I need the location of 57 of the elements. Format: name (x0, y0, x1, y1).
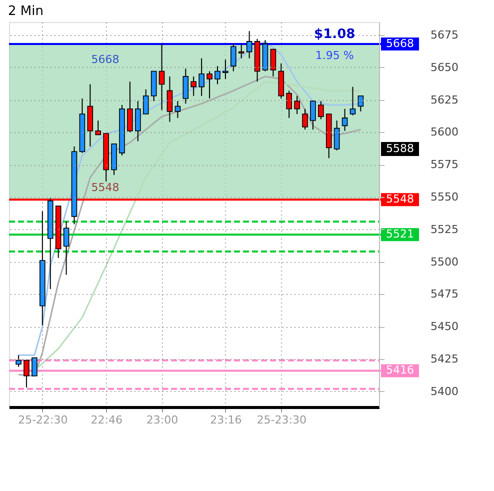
candlestick (294, 95, 300, 115)
annotation: 5668 (91, 53, 120, 66)
candlestick (318, 100, 324, 120)
annotation: $1.08 (314, 27, 356, 42)
ref-line-label: 5548 (386, 192, 414, 206)
candlestick (246, 30, 252, 59)
candlestick (334, 120, 340, 151)
y-tick-label: 5525 (430, 222, 458, 236)
candlestick (174, 100, 181, 118)
candlestick (302, 108, 308, 130)
candlestick (286, 90, 292, 118)
candlestick (358, 95, 364, 112)
x-tick-label: 23:16 (210, 414, 242, 426)
y-tick-label: 5600 (430, 126, 458, 139)
candlestick (198, 58, 204, 96)
candlestick (350, 86, 356, 116)
annotation: 1.95 % (315, 49, 354, 62)
text: 5588 (386, 142, 414, 156)
x-tick-label: 23:00 (146, 414, 178, 426)
candlestick (206, 70, 212, 99)
y-tick-label: 5425 (430, 352, 458, 366)
candlestick (214, 66, 220, 85)
y-tick-label: 5625 (430, 93, 458, 106)
x-tick-label: 22:46 (90, 414, 122, 426)
candlestick (32, 357, 38, 376)
candlestick (16, 354, 22, 368)
candlestick (222, 59, 228, 80)
candlestick (63, 221, 70, 276)
ref-line-label: 5416 (386, 364, 414, 377)
candlestick (182, 68, 189, 104)
y-tick-label: 5450 (430, 320, 458, 334)
y-tick-label: 5400 (430, 384, 458, 398)
candlestick (342, 108, 348, 132)
candlestick (166, 76, 173, 122)
chart-title: 2 Min (8, 4, 44, 19)
ref-line-label: 5668 (386, 37, 414, 50)
annotation: 5548 (91, 181, 120, 194)
y-tick-label: 5575 (430, 158, 458, 172)
candlestick (310, 100, 316, 130)
candlestick (24, 360, 30, 388)
candlestick (135, 100, 141, 142)
candlestick (158, 44, 165, 111)
candlestick (238, 44, 244, 59)
candlestick (95, 120, 102, 136)
y-tick-label: 5675 (430, 28, 458, 42)
x-tick-label: 25-22:30 (18, 414, 68, 426)
y-tick-label: 5475 (430, 288, 458, 301)
ref-line-label: 5521 (386, 228, 414, 241)
y-tick-label: 5550 (430, 190, 458, 204)
x-tick-label: 25-23:30 (256, 414, 306, 426)
candlestick (270, 48, 276, 77)
y-tick-label: 5500 (430, 255, 458, 268)
candlestick (190, 76, 196, 96)
candlestick (127, 81, 133, 133)
candlestick (142, 88, 149, 115)
candlestick (230, 44, 236, 72)
y-tick-label: 5650 (430, 60, 458, 74)
